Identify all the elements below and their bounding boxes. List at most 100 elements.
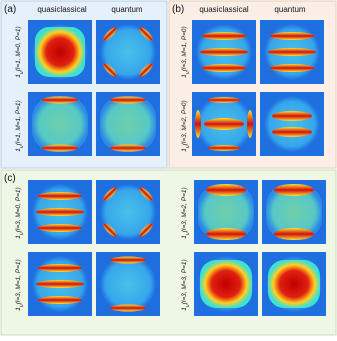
heatmap (28, 20, 92, 84)
heatmap-band (204, 118, 244, 130)
row-label-part: 1 (181, 307, 188, 311)
heatmap-band (270, 32, 314, 40)
heatmap (96, 252, 160, 316)
row-label-part: 1 (15, 74, 22, 78)
heatmap (96, 92, 160, 156)
heatmap (260, 20, 324, 84)
row-label-part: (l=3, M=2, P=0) (181, 100, 188, 145)
heatmap-band (36, 280, 84, 288)
heatmap (262, 252, 326, 316)
row-label-part: u (185, 232, 191, 235)
heatmap-band (208, 145, 240, 151)
row-label: 1u(l=3, M=1, P=1) (15, 259, 25, 310)
heatmap-band (272, 127, 312, 137)
heatmap-core (200, 260, 252, 308)
heatmap-band (206, 184, 246, 196)
panel-tag: (a) (4, 4, 16, 15)
heatmap (96, 180, 160, 244)
heatmap-core (35, 27, 85, 77)
heatmap (260, 92, 324, 156)
row-label-part: 1 (15, 148, 22, 152)
row-label: 1u(l=3, M=1, P=0) (181, 26, 191, 77)
heatmap-band (272, 111, 312, 121)
heatmap-halo (198, 184, 254, 240)
column-header: quasiclassical (37, 5, 87, 14)
heatmap-band (110, 144, 146, 152)
row-label-part: u (185, 304, 191, 307)
row-label-part: u (19, 145, 25, 148)
heatmap-spot (195, 110, 201, 138)
heatmap-band (38, 192, 82, 200)
row-label-part: 1 (181, 235, 188, 239)
row-label-part: u (19, 304, 25, 307)
heatmap-spot (139, 27, 153, 41)
row-label: 1u(l=3, M=3, P=1) (181, 259, 191, 310)
heatmap (192, 92, 256, 156)
row-label-part: 1 (181, 148, 188, 152)
heatmap-spot (103, 187, 117, 201)
heatmap-halo (100, 24, 156, 80)
row-label-part: u (185, 145, 191, 148)
row-label-part: u (185, 71, 191, 74)
row-label-part: (l=3, M=2, P=1) (181, 187, 188, 232)
heatmap-spot (139, 63, 153, 77)
heatmap-spot (103, 223, 117, 237)
row-label-part: (l=3, M=0, P=1) (15, 187, 22, 232)
row-label: 1u(l=3, M=2, P=0) (181, 100, 191, 151)
heatmap-halo (100, 184, 156, 240)
heatmap-spot (247, 110, 253, 138)
row-label-part: u (19, 232, 25, 235)
row-label-part: u (19, 71, 25, 74)
heatmap (96, 20, 160, 84)
heatmap-band (110, 96, 146, 104)
row-label-part: 1 (181, 74, 188, 78)
heatmap-band (268, 48, 316, 56)
heatmap-spot (139, 187, 153, 201)
heatmap (192, 20, 256, 84)
panel-tag: (b) (172, 4, 184, 15)
heatmap-band (200, 48, 248, 56)
heatmap-band (110, 256, 146, 264)
row-label-part: (l=3, M=3, P=1) (181, 259, 188, 304)
heatmap-spot (103, 63, 117, 77)
heatmap (28, 92, 92, 156)
heatmap-band (202, 32, 246, 40)
heatmap-core (268, 260, 320, 308)
heatmap-halo (32, 96, 88, 152)
heatmap (194, 180, 258, 244)
heatmap-halo (264, 96, 320, 152)
row-label-part: (l=3, M=1, P=0) (181, 26, 188, 71)
column-header: quasiclassical (199, 5, 249, 14)
heatmap-halo (100, 256, 156, 312)
heatmap-band (42, 144, 78, 152)
column-header: quantum (274, 5, 305, 14)
heatmap-band (274, 184, 314, 196)
heatmap-band (270, 64, 314, 72)
heatmap-spot (103, 27, 117, 41)
heatmap-band (110, 304, 146, 312)
heatmap-band (202, 64, 246, 72)
heatmap-spot (139, 223, 153, 237)
heatmap (28, 252, 92, 316)
row-label-part: 1 (15, 235, 22, 239)
heatmap (194, 252, 258, 316)
heatmap-band (274, 228, 314, 240)
row-label-part: (l=1, M=1, P=1) (15, 100, 22, 145)
row-label: 1u(l=1, M=1, P=1) (15, 100, 25, 151)
heatmap-band (42, 96, 78, 104)
heatmap-band (206, 228, 246, 240)
row-label-part: (l=3, M=1, P=1) (15, 259, 22, 304)
row-label: 1u(l=3, M=0, P=1) (15, 187, 25, 238)
heatmap (28, 180, 92, 244)
heatmap-halo (266, 184, 322, 240)
heatmap-band (36, 208, 84, 216)
row-label-part: 1 (15, 307, 22, 311)
heatmap-band (38, 264, 82, 272)
heatmap-band (38, 296, 82, 304)
panel-tag: (c) (4, 173, 16, 184)
row-label: 1u(l=1, M=0, P=1) (15, 26, 25, 77)
heatmap-band (38, 224, 82, 232)
heatmap-band (208, 97, 240, 103)
heatmap-halo (100, 96, 156, 152)
